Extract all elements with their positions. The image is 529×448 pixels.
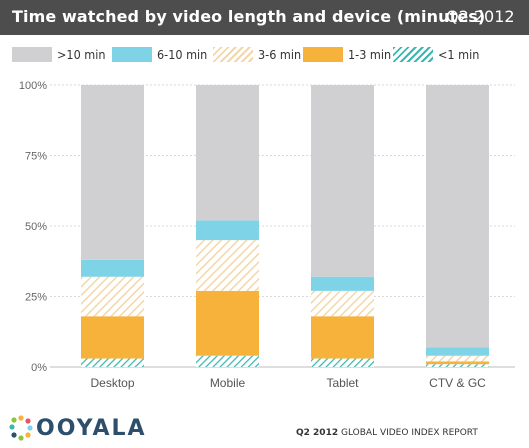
x-tick-label: CTV & GC <box>429 376 486 390</box>
ooyala-dots-icon <box>9 415 33 441</box>
bar-segment <box>311 316 374 359</box>
x-tick-label: Desktop <box>90 376 134 390</box>
y-tick-label: 50% <box>25 221 47 233</box>
bar-segment <box>196 240 259 291</box>
legend: >10 min 6-10 min 3-6 min 1-3 min <1 min <box>0 42 529 68</box>
bar-segment <box>311 276 374 291</box>
x-tick-label: Mobile <box>210 376 246 390</box>
brand-name: OOYALA <box>36 416 147 441</box>
y-tick-label: 100% <box>19 80 47 92</box>
footer: OOYALA Q2 2012 GLOBAL VIDEO INDEX REPORT <box>0 410 529 448</box>
legend-label-over-10: >10 min <box>57 47 106 62</box>
bar-segment <box>426 85 489 348</box>
bar-segment <box>196 220 259 241</box>
legend-swatch-1-3 <box>303 47 343 62</box>
label-layer: 0% 25% 50% 75% 100% Desktop Mobile Tablet CTV & … <box>19 80 486 390</box>
ooyala-logo: OOYALA <box>8 412 148 446</box>
bar-segment <box>81 276 144 317</box>
bar-segment <box>196 355 259 367</box>
legend-label-under-1: <1 min <box>438 47 480 62</box>
y-tick-label: 0% <box>31 362 47 374</box>
legend-label-6-10: 6-10 min <box>157 47 208 62</box>
bar-segment <box>311 85 374 277</box>
bar-segment <box>311 290 374 317</box>
bar-segment <box>81 259 144 277</box>
bar-layer <box>81 85 489 367</box>
legend-swatch-under-1 <box>393 47 433 62</box>
legend-swatch-6-10 <box>112 47 152 62</box>
bar-segment <box>426 347 489 356</box>
legend-swatch-over-10 <box>12 47 52 62</box>
legend-label-1-3: 1-3 min <box>348 47 392 62</box>
stacked-bar-chart: 0% 25% 50% 75% 100% Desktop Mobile Tablet CTV & … <box>19 80 515 390</box>
y-tick-label: 75% <box>25 151 47 163</box>
bar-segment <box>81 358 144 367</box>
bar-segment <box>426 361 489 365</box>
bar-segment <box>196 85 259 221</box>
chart-period: Q2 2012 <box>446 7 515 26</box>
title-bar: Time watched by video length and device … <box>0 0 529 35</box>
bar-segment <box>426 364 489 367</box>
y-tick-label: 25% <box>25 292 47 304</box>
x-tick-label: Tablet <box>326 376 359 390</box>
report-caption: Q2 2012 GLOBAL VIDEO INDEX REPORT <box>296 428 478 438</box>
bar-segment <box>311 358 374 367</box>
chart-title: Time watched by video length and device … <box>12 7 486 26</box>
bar-segment <box>81 316 144 359</box>
report-period: Q2 2012 <box>296 428 339 438</box>
bar-segment <box>196 290 259 356</box>
legend-swatch-3-6 <box>213 47 253 62</box>
legend-label-3-6: 3-6 min <box>258 47 302 62</box>
report-name: GLOBAL VIDEO INDEX REPORT <box>340 428 478 438</box>
bar-segment <box>426 355 489 362</box>
bar-segment <box>81 85 144 260</box>
